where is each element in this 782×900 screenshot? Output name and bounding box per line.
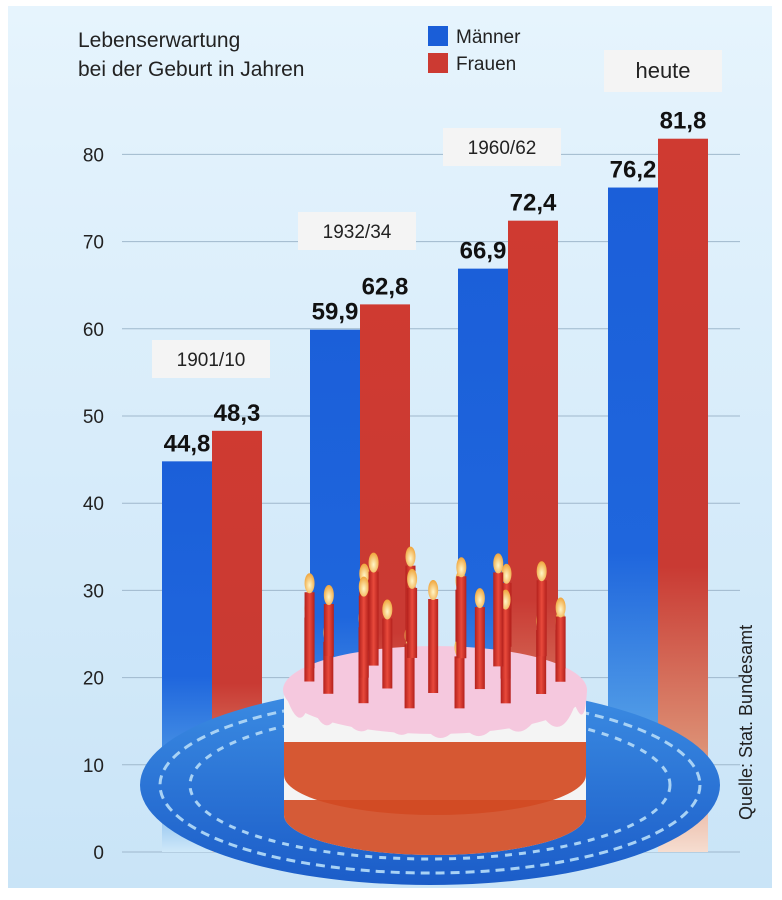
y-tick-label: 70 [83,233,104,254]
plate-pattern-inner [188,709,672,861]
candle [358,576,369,678]
cake-band [284,742,586,815]
legend-swatch-maenner [428,26,448,46]
y-tick-label: 30 [83,581,104,602]
y-tick-label: 60 [83,320,104,341]
candle [456,557,467,659]
candle [428,579,439,693]
candle [368,552,379,666]
candle [555,597,566,669]
candle [382,599,393,689]
data-label: 76,2 [610,157,657,184]
candle [304,573,315,669]
y-tick-label: 10 [83,756,104,777]
legend-label-frauen: Frauen [456,54,516,75]
category-tags: 1901/10 1932/34 1960/62 heute [152,50,722,378]
candle [407,568,418,658]
source-label: Quelle: Stat. Bundesamt [736,625,756,820]
plate-pattern [158,695,702,875]
category-tag-box [152,340,270,378]
category-label: heute [635,58,690,83]
data-label: 44,8 [164,430,211,457]
cake-band-bottom [284,800,586,855]
category-label: 1901/10 [177,350,246,371]
data-label: 66,9 [460,238,507,265]
category-tag-box [604,50,722,92]
data-label: 62,8 [362,273,409,300]
chart-title-line2: bei der Geburt in Jahren [78,58,304,81]
legend-label-maenner: Männer [456,27,521,48]
y-tick-label: 0 [93,843,104,864]
data-label: 72,4 [510,190,557,217]
candles [304,546,566,709]
data-label: 48,3 [214,400,261,427]
y-tick-label: 50 [83,407,104,428]
category-tag-box [298,212,416,250]
candle [323,585,334,657]
legend: Männer Frauen [428,26,521,75]
y-tick-label: 80 [83,145,104,166]
y-tick-label: 40 [83,494,104,515]
candle [493,553,504,667]
candle [536,561,547,657]
data-label: 81,8 [660,108,707,135]
legend-swatch-frauen [428,53,448,73]
y-axis: 0 10 20 30 40 50 60 70 80 [83,145,104,864]
category-label: 1960/62 [468,138,537,159]
chart-title-line1: Lebenserwartung [78,29,240,52]
data-label: 59,9 [312,299,359,326]
category-tag-box [443,128,561,166]
category-label: 1932/34 [323,222,392,243]
candle [474,588,485,690]
y-tick-label: 20 [83,669,104,690]
